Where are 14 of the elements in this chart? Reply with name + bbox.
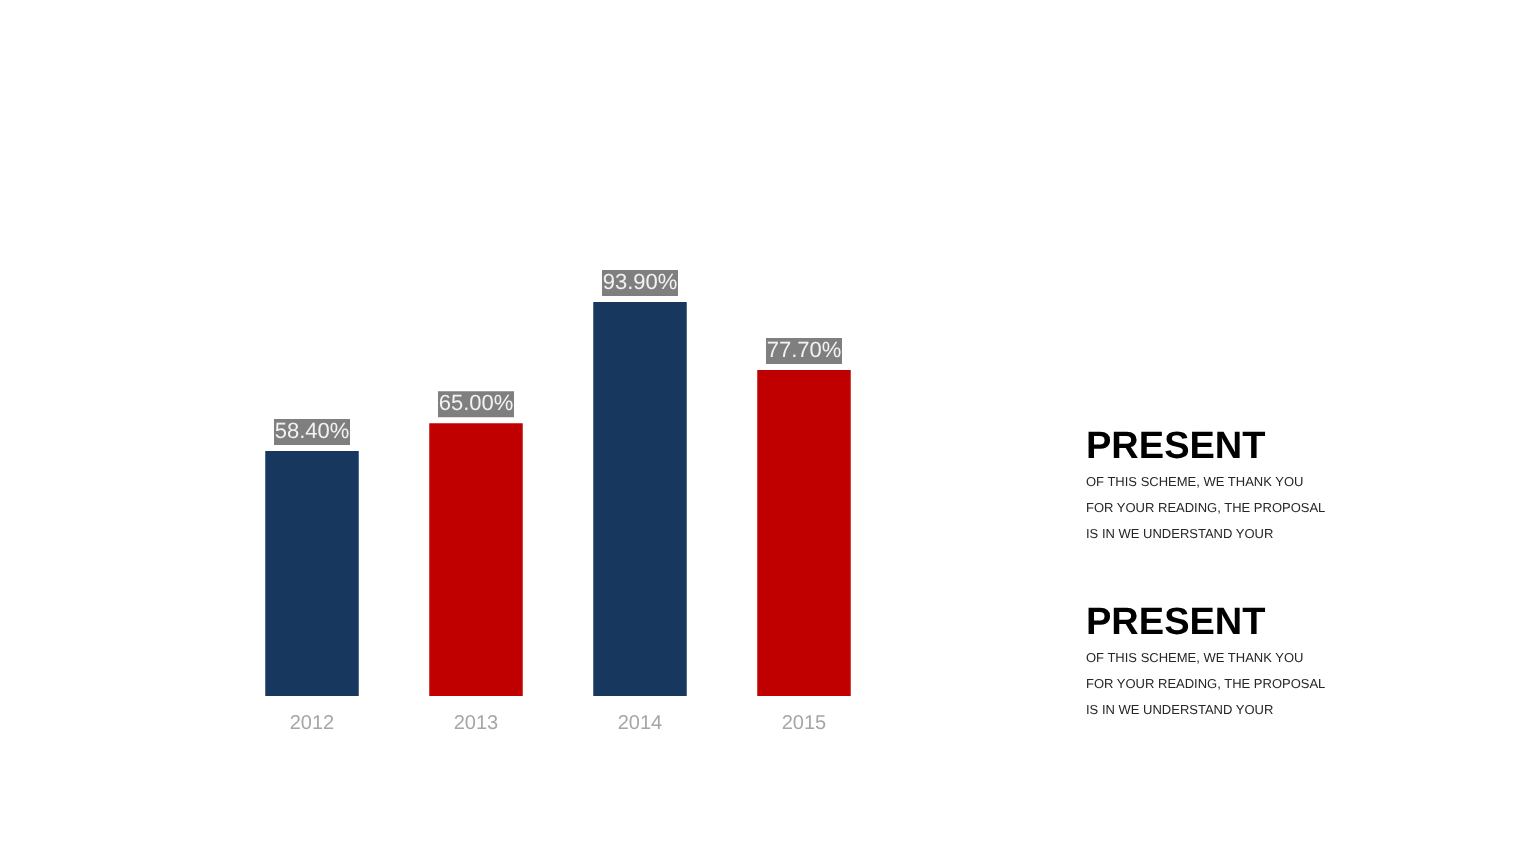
x-tick-label: 2015	[781, 713, 828, 735]
text: PRESENT	[1086, 426, 1267, 468]
data-label: 58.40%	[274, 419, 350, 444]
x-tick-label: 2013	[453, 713, 500, 735]
bar	[593, 302, 687, 696]
data-label: 77.70%	[766, 338, 842, 363]
bar	[429, 423, 523, 696]
data-label: 65.00%	[438, 392, 514, 417]
x-tick-label: 2014	[617, 713, 664, 735]
bar	[265, 450, 359, 696]
bar	[757, 369, 851, 696]
text: PRESENT	[1086, 602, 1267, 644]
data-label: 93.90%	[602, 271, 678, 295]
x-tick-label: 2012	[289, 713, 336, 735]
